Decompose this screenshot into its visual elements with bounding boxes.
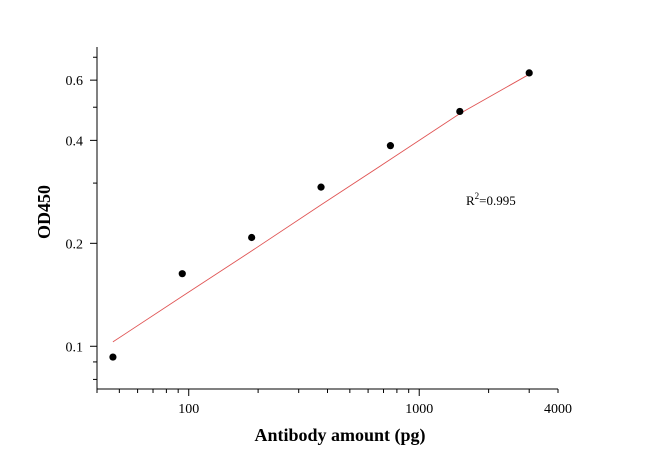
y-tick-label: 0.6 xyxy=(66,74,84,89)
data-point xyxy=(456,107,464,116)
axes: 100 1000 4000 0.1 0.2 0.4 0.6 xyxy=(66,47,572,417)
r-squared-annotation: R2=0.995 xyxy=(466,191,516,208)
data-point xyxy=(525,69,533,77)
data-point xyxy=(178,270,186,278)
y-tick-label: 0.2 xyxy=(66,237,84,252)
data-point xyxy=(386,142,395,150)
x-tick-label: 4000 xyxy=(544,402,572,417)
x-tick-label: 100 xyxy=(178,402,199,417)
r-squared-value: =0.995 xyxy=(479,193,516,208)
data-point xyxy=(248,233,256,242)
y-tick-label: 0.4 xyxy=(66,134,84,149)
r-squared-base: R xyxy=(466,193,475,208)
data-point xyxy=(109,353,117,361)
y-axis-title: OD450 xyxy=(34,185,54,239)
data-point xyxy=(317,183,325,191)
y-tick-label: 0.1 xyxy=(66,340,84,355)
r-squared-sup: 2 xyxy=(475,191,480,201)
fit-curve xyxy=(112,73,530,343)
x-axis-title: Antibody amount (pg) xyxy=(254,425,425,446)
x-tick-label: 1000 xyxy=(405,402,433,417)
points-group xyxy=(109,69,533,361)
fit-curve-group xyxy=(112,73,530,343)
